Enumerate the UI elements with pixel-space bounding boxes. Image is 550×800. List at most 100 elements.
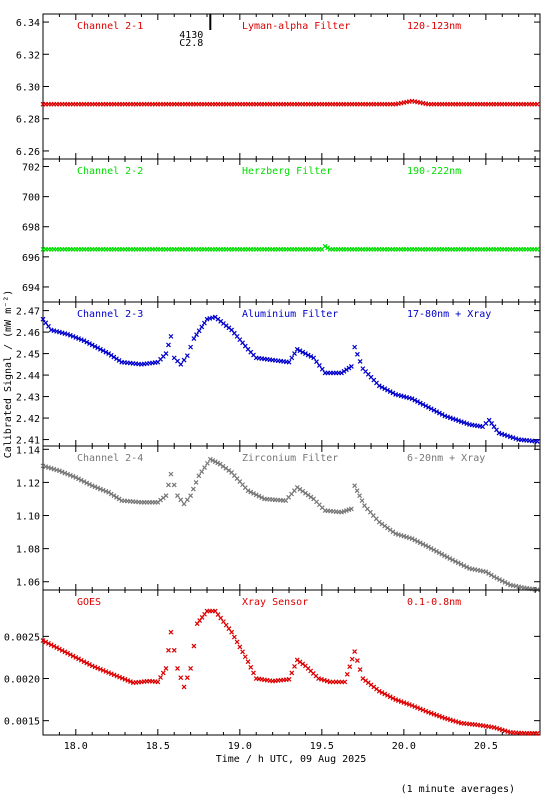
y-tick-label: 694 [22,283,40,294]
data-point [122,676,128,682]
data-point [97,486,103,492]
data-point [171,647,177,653]
data-point [73,335,79,340]
data-point [300,349,306,355]
data-point [188,344,194,350]
data-point [431,547,437,553]
data-point [409,536,415,542]
data-point [348,364,354,369]
data-point [95,345,101,351]
data-point [163,351,169,357]
flare-label: 4130 [179,30,203,41]
data-point [491,574,497,580]
data-point [240,649,245,655]
channel-label: Channel 2-4 [77,453,143,464]
data-point [453,417,459,423]
data-point [349,656,355,662]
data-point [163,493,169,499]
data-point [445,414,451,420]
data-point [210,458,216,463]
data-point [76,656,81,662]
data-point [390,390,396,396]
data-point [65,331,71,337]
data-point [415,399,420,405]
y-tick-label: 6.26 [16,147,40,158]
y-tick-label: 0.0025 [4,632,40,643]
data-point [398,699,404,704]
data-point [420,707,426,713]
data-point [108,671,114,677]
data-point [382,691,388,697]
data-point [352,344,358,350]
data-point [95,665,101,671]
data-point [201,320,207,326]
data-point [322,243,328,249]
panel-3: 2.47 2.46 2.45 2.44 2.43 2.42 2.41 Channel 2-3 A… [16,301,541,447]
data-point [175,493,180,499]
data-point [253,492,259,498]
data-point [108,491,114,497]
data-point [341,368,347,374]
x-tick-label: 20.5 [474,741,498,752]
data-point [354,351,360,357]
data-point [199,469,205,475]
data-point [452,558,458,564]
data-point [103,488,109,494]
data-point [188,493,194,499]
data-point [84,480,90,486]
data-point [181,684,187,690]
data-point [199,324,205,330]
data-point [417,540,423,546]
y-tick-label: 1.14 [16,445,40,456]
data-point [505,581,511,587]
data-point [56,646,62,652]
data-point [194,332,199,338]
data-point [111,672,117,678]
x-tick-label: 18.5 [146,741,170,752]
data-point [303,351,308,357]
data-point [67,652,73,658]
data-point [447,556,453,561]
data-series [40,98,540,107]
data-point [67,332,73,338]
data-point [292,664,297,669]
data-point [168,629,174,635]
data-point [376,383,382,389]
data-point [379,690,385,695]
data-point [354,488,360,494]
data-point [431,711,437,717]
data-point [286,359,292,365]
data-point [488,572,494,578]
data-point [412,397,418,403]
data-point [412,704,418,710]
data-point [114,673,120,679]
data-point [344,671,350,677]
data-point [420,541,426,547]
panel-4: 1.14 1.12 1.10 1.08 1.06 Channel 2-4 Zirconium… [16,445,541,593]
data-point [234,639,240,645]
data-point [81,659,87,665]
y-tick-label: 0.0015 [4,717,40,728]
y-tick-label: 1.08 [16,545,40,556]
data-point [70,473,76,479]
data-point [428,545,434,551]
data-point [215,460,221,466]
data-point [412,537,418,543]
data-point [48,642,54,648]
data-point [426,544,431,550]
data-point [231,634,237,640]
data-point [450,557,456,563]
flare-class-label: C2.8 [179,38,203,49]
data-point [242,654,248,660]
y-tick-label: 2.41 [16,436,40,447]
data-point [319,366,325,372]
filter-label: Herzberg Filter [242,166,332,177]
data-point [442,553,447,559]
data-point [237,644,243,650]
data-point [59,469,65,475]
band-label: 120-123nm [407,21,461,32]
data-point [87,341,92,346]
data-point [395,698,401,704]
data-point [188,665,194,671]
data-point [436,410,442,416]
